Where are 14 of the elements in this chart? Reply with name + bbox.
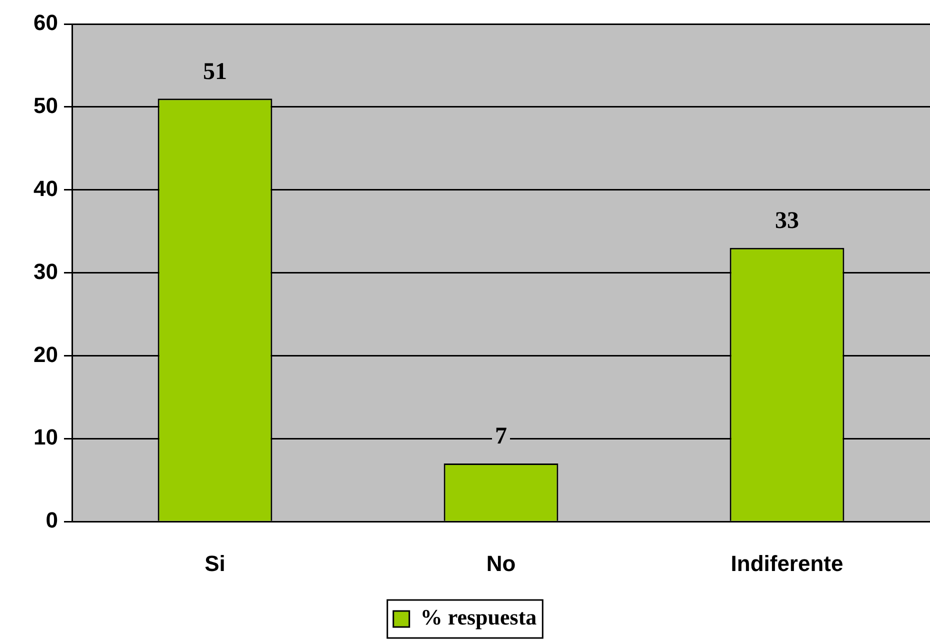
data-label: 33 xyxy=(775,208,799,234)
y-tick-label: 60 xyxy=(34,10,58,36)
data-label: 7 xyxy=(495,424,507,450)
y-tick-label: 0 xyxy=(46,508,58,533)
x-tick-label: Si xyxy=(204,550,226,576)
y-tick-label: 10 xyxy=(34,424,58,450)
y-tick-label: 50 xyxy=(34,92,58,118)
y-tick-label: 20 xyxy=(34,342,58,367)
y-tick-label: 30 xyxy=(34,258,58,284)
legend-label: % respuesta xyxy=(420,604,537,630)
x-tick-label: No xyxy=(486,550,516,576)
y-tick-label: 40 xyxy=(34,176,58,201)
x-tick-label: Indiferente xyxy=(730,550,844,576)
data-label: 51 xyxy=(203,58,227,85)
